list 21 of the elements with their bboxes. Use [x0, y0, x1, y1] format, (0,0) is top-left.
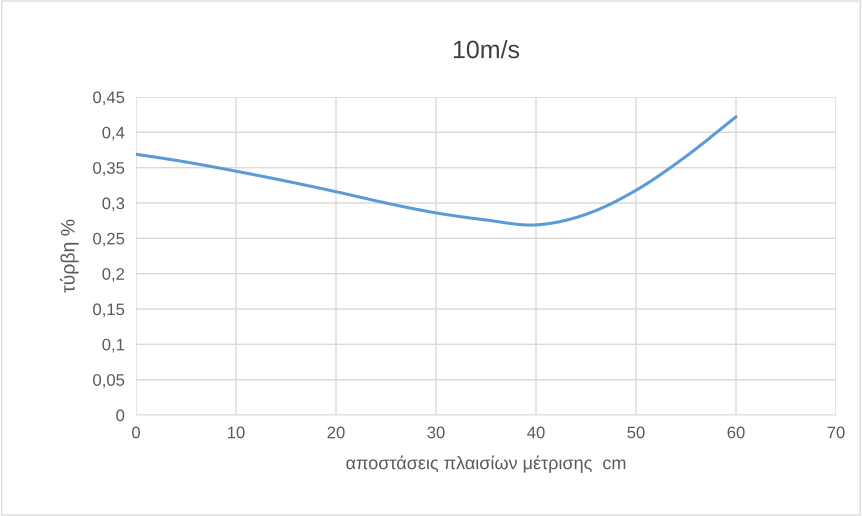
x-tick-label: 10 [228, 426, 245, 438]
y-axis-title: τύρβη % [60, 220, 79, 293]
y-tick-label: 0,35 [93, 162, 124, 176]
x-tick-label: 0 [132, 426, 140, 438]
x-tick-label: 20 [328, 426, 345, 438]
y-tick-label: 0,1 [102, 338, 124, 353]
y-tick-label: 0,25 [93, 232, 124, 247]
chart-title: 10m/s [454, 40, 520, 58]
x-axis-title: αποστάσεις πλαισίων μέτρισης cm [346, 456, 626, 473]
x-tick-label: 40 [527, 426, 545, 438]
y-tick-label: 0,2 [102, 268, 124, 282]
x-tick-label: 70 [828, 426, 845, 438]
y-tick-label: 0 [116, 409, 124, 422]
x-tick-label: 30 [427, 426, 445, 438]
y-tick-label: 0,3 [102, 197, 124, 212]
y-tick-label: 0,05 [93, 374, 124, 388]
y-tick-label: 0,45 [93, 91, 124, 106]
y-tick-label: 0,4 [102, 126, 124, 141]
y-tick-label: 0,15 [93, 303, 124, 318]
x-tick-label: 60 [728, 426, 745, 438]
x-tick-label: 50 [627, 426, 645, 438]
